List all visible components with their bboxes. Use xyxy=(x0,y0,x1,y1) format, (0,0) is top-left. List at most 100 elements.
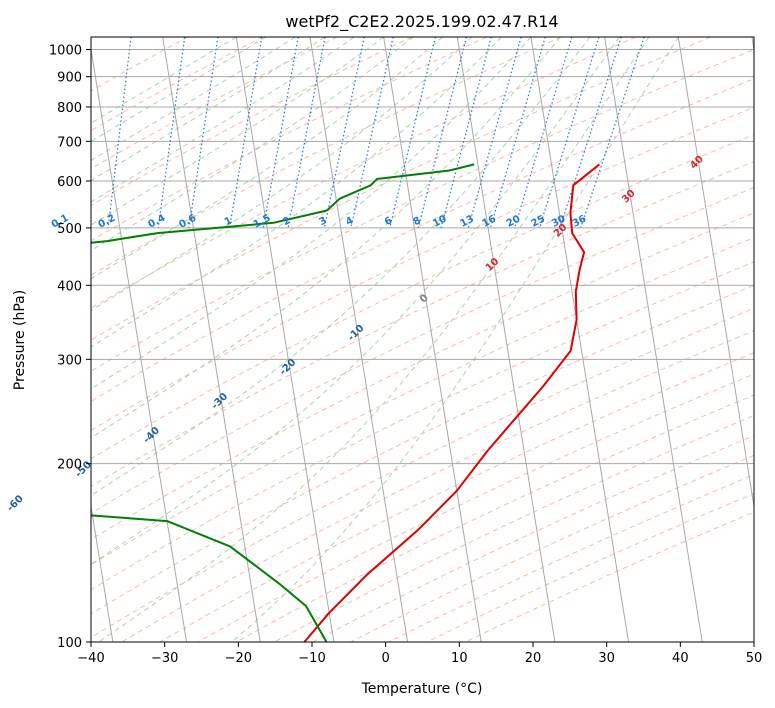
dry-adiabat-line xyxy=(91,37,487,242)
isotherm-line xyxy=(456,37,556,642)
mixing-ratio-line xyxy=(107,37,132,228)
mixing-ratio-label: 36 xyxy=(571,214,588,230)
dry-adiabat-line xyxy=(91,78,754,402)
dewpoint-profile-line xyxy=(91,163,475,642)
isotherm-line xyxy=(604,37,703,642)
mixing-ratio-line xyxy=(389,37,436,229)
moist-adiabat-line xyxy=(91,37,561,439)
y-tick-label: 100 xyxy=(57,636,82,651)
dry-adiabat-line xyxy=(388,474,754,642)
mixing-ratio-label: 8 xyxy=(411,215,422,228)
y-tick-label: 900 xyxy=(57,71,82,86)
y-tick-label: 200 xyxy=(57,458,82,473)
moist-adiabat-line xyxy=(91,37,325,182)
x-tick-label: 10 xyxy=(451,651,468,666)
dry-adiabat-line xyxy=(91,37,711,341)
isotherm-label: -40 xyxy=(141,425,162,446)
isotherm-line xyxy=(751,37,754,53)
mixing-ratio-line xyxy=(61,37,80,228)
x-tick-label: −20 xyxy=(225,651,252,666)
line-labels: 0.10.20.40.611.52346810131620253036-100-… xyxy=(5,154,706,514)
moist-adiabat-line xyxy=(91,37,620,565)
isotherm-line xyxy=(383,37,482,642)
background-lines xyxy=(61,37,754,642)
profile-lines xyxy=(91,163,601,642)
y-tick-label: 500 xyxy=(57,222,82,237)
mixing-ratio-line xyxy=(323,37,365,229)
mixing-ratio-label: 6 xyxy=(383,215,394,228)
moist-adiabat-line xyxy=(98,37,650,642)
isotherm-line xyxy=(91,46,188,642)
mixing-ratio-line xyxy=(157,37,186,228)
mixing-ratio-label: 2 xyxy=(281,215,292,228)
mixing-ratio-line xyxy=(350,37,394,229)
dry-adiabat-line xyxy=(121,330,754,642)
mixing-ratio-label: 3 xyxy=(317,215,328,228)
y-tick-label: 800 xyxy=(57,101,82,116)
x-tick-label: 40 xyxy=(672,651,689,666)
mixing-ratio-line xyxy=(580,37,645,229)
chart-title: wetPf2_C2E2.2025.199.02.47.R14 xyxy=(285,12,558,32)
mixing-ratio-label: 10 xyxy=(431,214,448,230)
x-tick-label: 50 xyxy=(746,651,763,666)
isotherm-label: 40 xyxy=(688,154,706,172)
mixing-ratio-label: 16 xyxy=(481,214,498,230)
isotherm-line xyxy=(309,37,409,642)
y-axis: 100 200 300 400 500 600 700 800 900 1000 xyxy=(49,44,91,651)
dry-adiabat-line xyxy=(91,37,338,170)
dry-adiabat-line xyxy=(91,212,754,540)
mixing-ratio-label: 20 xyxy=(505,214,522,230)
x-tick-label: −30 xyxy=(151,651,178,666)
y-tick-label: 300 xyxy=(57,353,82,368)
dry-adiabat-line xyxy=(91,134,754,460)
moist-adiabat-line xyxy=(91,37,414,252)
plot-frame xyxy=(90,36,755,643)
x-axis: −40 −30 −20 −10 0 10 20 30 40 50 xyxy=(77,642,762,666)
isotherm-label: -60 xyxy=(5,493,26,514)
isotherm-label: 0 xyxy=(418,293,431,306)
mixing-ratio-label: 1 xyxy=(223,215,234,228)
moist-adiabat-line xyxy=(91,37,591,497)
dry-adiabat-line xyxy=(91,160,754,488)
dry-adiabat-line xyxy=(91,37,562,276)
y-tick-label: 700 xyxy=(57,135,82,150)
mixing-ratio-label: 13 xyxy=(458,214,475,230)
dry-adiabat-line xyxy=(91,106,754,432)
dry-adiabat-line xyxy=(91,49,754,372)
dry-adiabat-line xyxy=(91,37,189,92)
x-tick-label: 20 xyxy=(525,651,542,666)
isotherm-line xyxy=(235,37,335,642)
isotherm-label: 10 xyxy=(484,256,502,274)
isotherm-label: -30 xyxy=(210,391,231,412)
dry-adiabat-line xyxy=(91,284,754,615)
mixing-ratio-line xyxy=(538,37,600,229)
x-tick-label: 0 xyxy=(382,651,390,666)
isotherm-label: 30 xyxy=(620,188,638,206)
mixing-ratio-line xyxy=(559,37,622,229)
dry-adiabat-line xyxy=(312,435,754,642)
y-tick-label: 400 xyxy=(57,279,82,294)
dry-adiabat-line xyxy=(91,261,754,591)
mixing-ratio-line xyxy=(514,37,573,229)
mixing-ratio-line xyxy=(467,37,522,229)
mixing-ratio-label: 4 xyxy=(344,215,355,228)
mixing-ratio-line xyxy=(228,37,263,228)
x-tick-label: −10 xyxy=(298,651,325,666)
mixing-ratio-line xyxy=(417,37,468,229)
mixing-ratio-line xyxy=(262,37,299,229)
mixing-ratio-line xyxy=(287,37,326,229)
x-tick-label: −40 xyxy=(77,651,104,666)
isotherm-label: -10 xyxy=(346,323,367,344)
dry-adiabat-line xyxy=(350,454,754,642)
moist-adiabat-line xyxy=(91,37,532,390)
isotherm-line xyxy=(162,37,261,642)
moist-adiabat-line xyxy=(91,37,237,124)
y-axis-title: Pressure (hPa) xyxy=(12,290,28,390)
mixing-ratio-label: 25 xyxy=(530,214,547,230)
temperature-profile-line xyxy=(303,163,601,642)
moist-adiabat-line xyxy=(91,37,473,312)
isotherm-line xyxy=(677,37,754,510)
moist-adiabat-line xyxy=(91,37,355,203)
mixing-ratio-line xyxy=(440,37,492,229)
